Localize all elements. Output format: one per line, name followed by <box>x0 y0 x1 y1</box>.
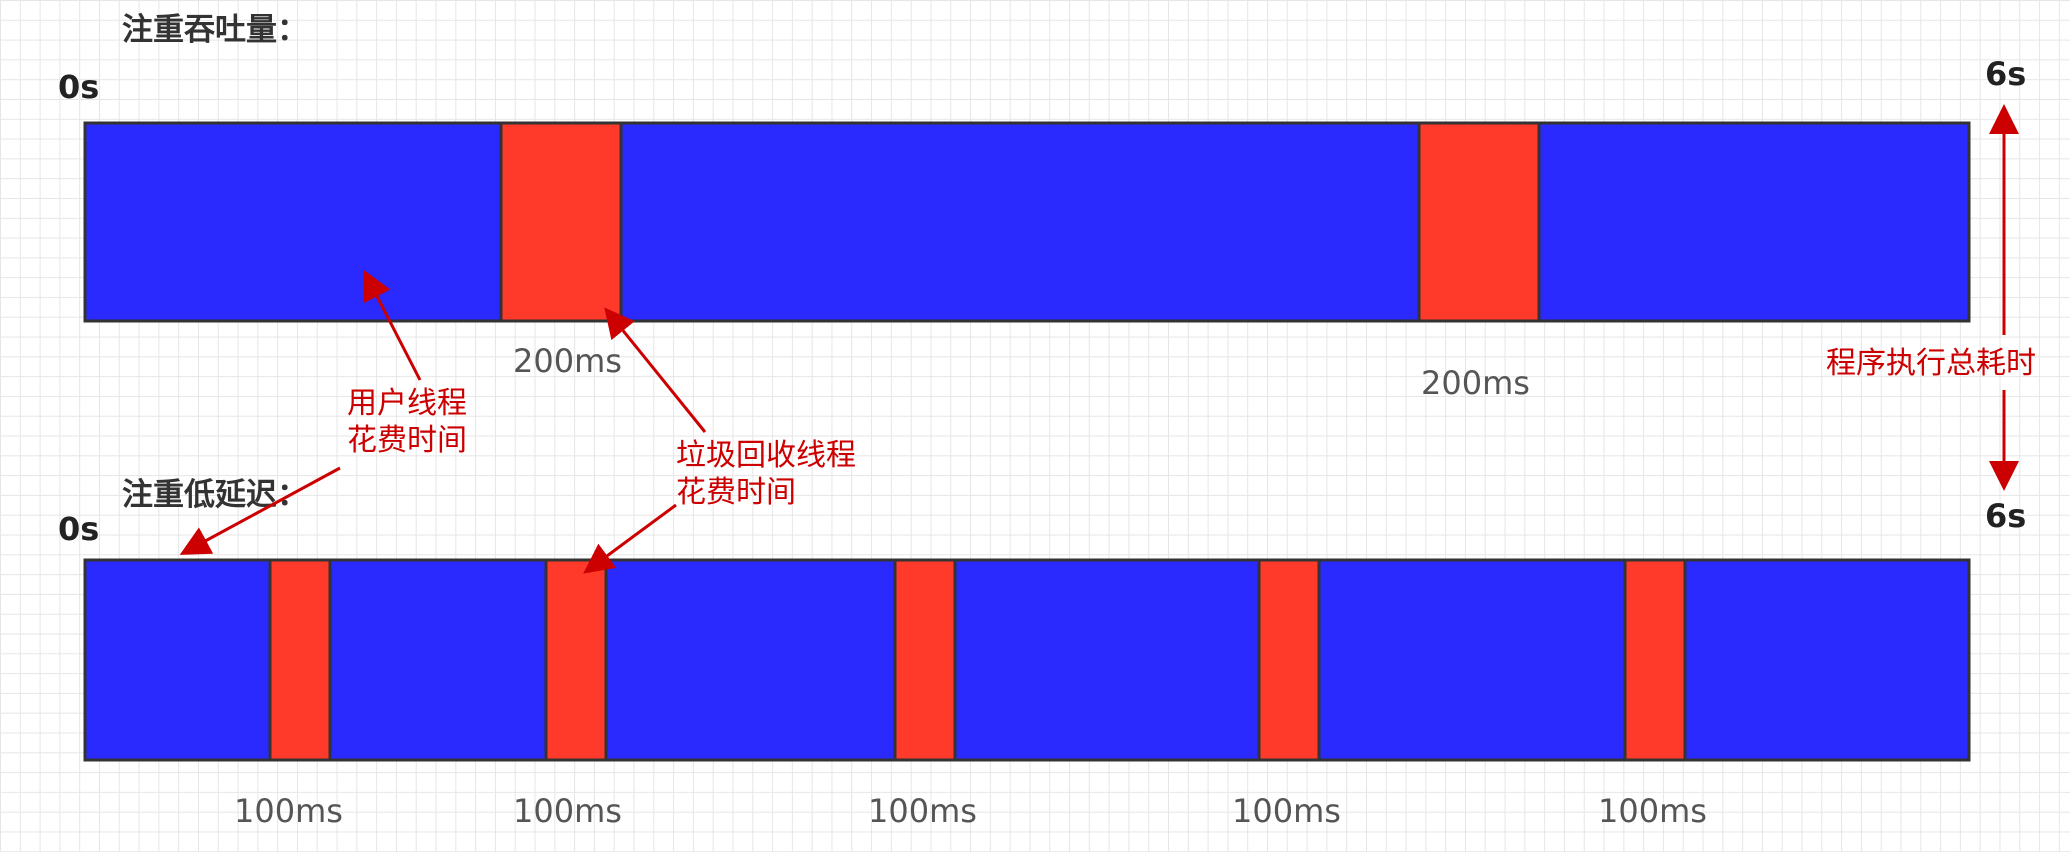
user-thread-note-line1: 用户线程 <box>347 386 467 421</box>
gc-thread-note-line2: 花费时间 <box>676 475 796 510</box>
latency-gc-duration-label: 100ms <box>234 792 343 830</box>
latency-gc-block <box>1623 558 1687 762</box>
latency-gc-duration-label: 100ms <box>1232 792 1341 830</box>
total-time-note: 程序执行总耗时 <box>1826 346 2036 381</box>
latency-gc-block <box>544 558 608 762</box>
throughput-gc-blocks <box>499 121 1541 323</box>
latency-gc-block <box>893 558 957 762</box>
gc-thread-arrow-up <box>604 307 707 433</box>
gc-thread-arrow-down <box>583 503 677 574</box>
latency-heading: 注重低延迟： <box>122 477 308 513</box>
throughput-start-label: 0s <box>58 68 99 106</box>
throughput-gc-block <box>499 121 623 323</box>
throughput-heading: 注重吞吐量： <box>122 12 308 48</box>
latency-gc-duration-label: 100ms <box>513 792 622 830</box>
throughput-end-label: 6s <box>1985 55 2026 93</box>
throughput-gc-block <box>1417 121 1541 323</box>
throughput-gc-duration-label: 200ms <box>1421 364 1530 402</box>
latency-gc-duration-label: 100ms <box>1598 792 1707 830</box>
user-thread-arrow-down <box>179 466 341 555</box>
annotations: 用户线程 花费时间 垃圾回收线程 花费时间 程序执行总耗时 <box>179 104 2036 574</box>
gc-thread-note-line1: 垃圾回收线程 <box>676 438 856 473</box>
latency-start-label: 0s <box>58 510 99 548</box>
latency-gc-block <box>1257 558 1321 762</box>
latency-section: 注重低延迟： 0s 6s 100ms 100ms 100ms 100ms 100… <box>58 477 2026 830</box>
user-thread-note-line2: 花费时间 <box>347 423 467 458</box>
throughput-section: 注重吞吐量： 0s 6s 200ms 200ms <box>58 12 2026 402</box>
user-thread-arrow-up <box>363 269 422 381</box>
latency-gc-block <box>268 558 332 762</box>
latency-gc-duration-label: 100ms <box>868 792 977 830</box>
throughput-user-thread-bar <box>83 121 1971 323</box>
latency-end-label: 6s <box>1985 497 2026 535</box>
throughput-gc-duration-label: 200ms <box>513 342 622 380</box>
latency-gc-blocks <box>268 558 1687 762</box>
